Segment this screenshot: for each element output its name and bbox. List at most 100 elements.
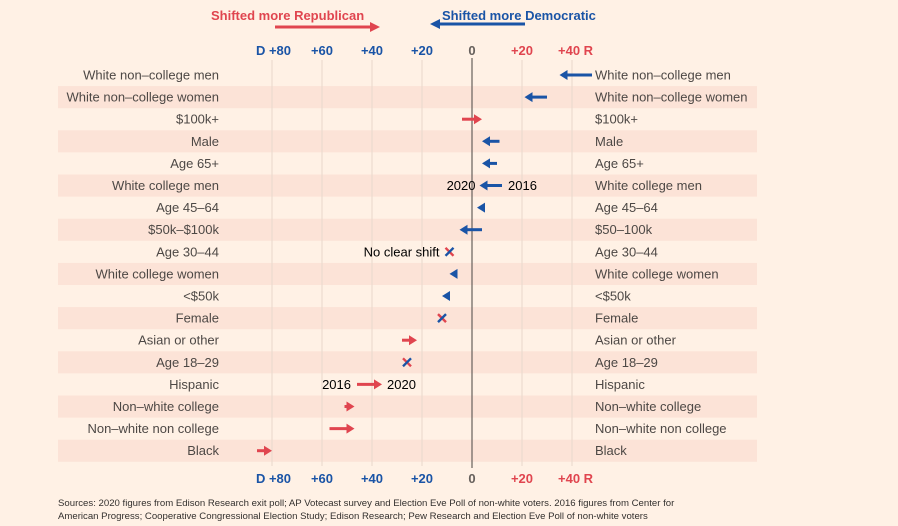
tick-label-bottom: +60 (311, 471, 333, 486)
tick-label-bottom: +40 R (558, 471, 594, 486)
row-label-right: Male (595, 134, 623, 149)
row-label-left: Non–white college (113, 399, 219, 414)
row-stripe (58, 174, 757, 197)
row-label-right: Age 45–64 (595, 200, 658, 215)
row-labels-right: White non–college men White non–college w… (595, 68, 747, 459)
row-label-left: Hispanic (169, 377, 219, 392)
arrow-head (409, 335, 417, 346)
shift-arrow (479, 180, 502, 191)
tick-label-top: +40 (361, 43, 383, 58)
shift-arrow (344, 401, 355, 412)
row-label-right: Non–white non college (595, 421, 727, 436)
annotation-no-clear-shift: No clear shift (364, 244, 440, 259)
annotation-2020: 2020 (387, 377, 416, 392)
row-label-right: Hispanic (595, 377, 645, 392)
row-labels-left: White non–college men White non–college w… (67, 68, 220, 459)
shift-marks (257, 70, 592, 456)
democratic-shift-label: Shifted more Democratic (442, 8, 596, 23)
arrow-head (264, 445, 272, 456)
republican-shift-label: Shifted more Republican (211, 8, 364, 23)
row-label-left: Black (187, 443, 219, 458)
tick-label-top: 0 (468, 43, 475, 58)
row-stripe (58, 395, 757, 418)
row-label-right: White non–college men (595, 68, 731, 83)
row-stripe (58, 86, 757, 109)
row-label-left: Non–white non college (87, 421, 219, 436)
row-label-right: Asian or other (595, 333, 677, 348)
republican-direction-arrow-icon (275, 22, 380, 32)
shift-arrow (329, 423, 355, 434)
tick-label-top: +40 R (558, 43, 594, 58)
row-label-left: Age 65+ (170, 156, 219, 171)
row-label-right: White non–college women (595, 90, 747, 105)
no-shift-marker (402, 357, 412, 368)
shift-arrow (559, 70, 592, 80)
shift-arrow (357, 379, 382, 390)
arrow-head (346, 423, 355, 434)
shift-arrow (449, 268, 458, 279)
row-label-right: $100k+ (595, 112, 638, 127)
tick-label-bottom: +20 (411, 471, 433, 486)
sources-note: Sources: 2020 figures from Edison Resear… (58, 497, 858, 523)
row-stripe (58, 307, 757, 330)
tick-label-top: +20 (411, 43, 433, 58)
row-label-right: Age 30–44 (595, 244, 658, 259)
row-label-left: $100k+ (176, 112, 219, 127)
row-label-left: White college men (112, 178, 219, 193)
annotation-2016: 2016 (508, 178, 537, 193)
shift-arrow (477, 202, 485, 213)
row-label-left: White college women (95, 266, 219, 281)
arrow-head (479, 180, 488, 191)
tick-label-top: +60 (311, 43, 333, 58)
democratic-direction-arrow-icon (430, 19, 525, 29)
row-label-right: Age 65+ (595, 156, 644, 171)
row-label-right: Female (595, 311, 638, 326)
shift-arrow (402, 335, 417, 346)
arrow-head (459, 224, 468, 235)
row-stripe (58, 439, 757, 462)
annotations: 2020 2016 No clear shift 2016 2020 (322, 178, 537, 392)
tick-label-bottom: +20 (511, 471, 533, 486)
arrow-head (524, 92, 533, 103)
no-shift-marker (437, 313, 447, 323)
shift-arrow (459, 224, 482, 235)
tick-label-bottom: 0 (468, 471, 475, 486)
row-label-right: Non–white college (595, 399, 701, 414)
x-axis-bottom: D +80 +60 +40 +20 0 +20 +40 R (256, 471, 594, 486)
row-label-left: Male (191, 134, 219, 149)
row-label-right: White college men (595, 178, 702, 193)
arrow-head (559, 70, 568, 80)
x-axis-top: D +80 +60 +40 +20 0 +20 +40 R (256, 43, 594, 58)
shift-arrow (462, 114, 482, 125)
chart-header: Shifted more Republican Shifted more Dem… (211, 8, 596, 32)
shift-arrow (482, 136, 500, 147)
tick-label-bottom: +40 (361, 471, 383, 486)
arrow-head (482, 158, 490, 169)
gridlines (271, 58, 573, 468)
row-label-right: Age 18–29 (595, 355, 658, 370)
row-label-left: White non–college women (67, 90, 219, 105)
arrow-head (346, 401, 355, 412)
no-shift-marker (444, 246, 455, 257)
row-stripe (58, 262, 757, 285)
arrow-head (474, 114, 482, 125)
sources-line-1: Sources: 2020 figures from Edison Resear… (58, 498, 675, 509)
row-label-left: Asian or other (138, 333, 220, 348)
row-stripe (58, 218, 757, 241)
tick-label-bottom: D +80 (256, 471, 291, 486)
row-label-right: White college women (595, 266, 719, 281)
row-label-right: Black (595, 443, 627, 458)
row-label-left: Age 18–29 (156, 355, 219, 370)
tick-label-top: +20 (511, 43, 533, 58)
shift-arrow (482, 158, 497, 169)
arrow-head (482, 136, 490, 147)
shift-arrow (442, 291, 450, 301)
row-label-left: White non–college men (83, 68, 219, 83)
row-label-left: Age 30–44 (156, 244, 219, 259)
row-label-right: <$50k (595, 289, 631, 304)
row-stripe (58, 130, 757, 153)
shift-arrow (524, 92, 547, 103)
row-label-left: Female (176, 311, 219, 326)
row-label-right: $50–100k (595, 222, 653, 237)
shift-arrow (257, 445, 272, 456)
